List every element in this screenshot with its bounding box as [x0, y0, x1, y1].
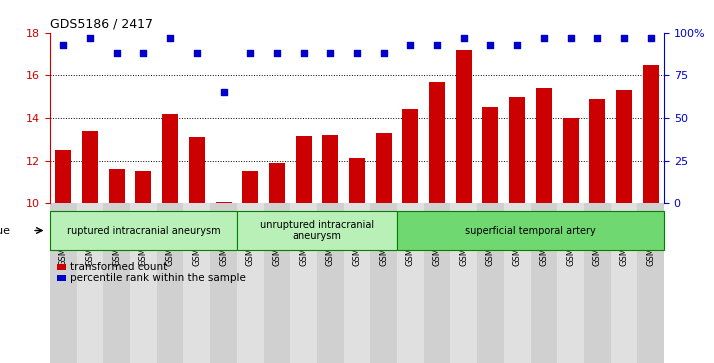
Point: [84, 35, 96, 41]
Bar: [423, 203, 451, 363]
Text: tissue: tissue: [0, 225, 11, 236]
Point: [325, 50, 336, 56]
Point: [565, 35, 576, 41]
Bar: [82, 131, 98, 203]
Bar: [563, 118, 578, 203]
Text: ruptured intracranial aneurysm: ruptured intracranial aneurysm: [66, 225, 220, 236]
Bar: [237, 203, 263, 363]
Bar: [296, 136, 311, 203]
Point: [618, 35, 630, 41]
Point: [645, 35, 656, 41]
Point: [458, 35, 470, 41]
Bar: [55, 150, 71, 203]
Bar: [403, 110, 418, 203]
Point: [538, 35, 550, 41]
Bar: [322, 135, 338, 203]
Bar: [483, 107, 498, 203]
Bar: [451, 203, 477, 363]
Point: [405, 42, 416, 48]
Bar: [557, 203, 584, 363]
Bar: [104, 203, 130, 363]
Point: [351, 50, 363, 56]
Text: superficial temporal artery: superficial temporal artery: [465, 225, 596, 236]
Bar: [376, 133, 392, 203]
Bar: [76, 203, 104, 363]
Bar: [504, 203, 531, 363]
Bar: [638, 203, 664, 363]
Bar: [610, 203, 638, 363]
Point: [244, 50, 256, 56]
Bar: [317, 203, 343, 363]
Bar: [477, 203, 504, 363]
Bar: [343, 203, 371, 363]
Point: [271, 50, 283, 56]
Point: [431, 42, 443, 48]
Text: transformed count: transformed count: [70, 262, 167, 272]
Bar: [616, 90, 632, 203]
Bar: [584, 203, 610, 363]
Bar: [269, 163, 285, 203]
Bar: [188, 137, 205, 203]
Bar: [643, 65, 659, 203]
Bar: [589, 99, 605, 203]
Point: [58, 42, 69, 48]
Text: unruptured intracranial
aneurysm: unruptured intracranial aneurysm: [260, 220, 374, 241]
Bar: [109, 169, 125, 203]
Bar: [397, 203, 423, 363]
Point: [111, 50, 122, 56]
Bar: [242, 171, 258, 203]
Bar: [50, 203, 76, 363]
Text: percentile rank within the sample: percentile rank within the sample: [70, 273, 246, 283]
Bar: [509, 97, 526, 203]
Bar: [291, 203, 317, 363]
Point: [592, 35, 603, 41]
Point: [378, 50, 389, 56]
Bar: [349, 159, 365, 203]
Point: [485, 42, 496, 48]
Point: [511, 42, 523, 48]
Bar: [536, 88, 552, 203]
Bar: [136, 171, 151, 203]
Point: [164, 35, 176, 41]
Bar: [371, 203, 397, 363]
Bar: [531, 203, 557, 363]
Point: [218, 90, 229, 95]
Point: [298, 50, 309, 56]
Bar: [456, 50, 472, 203]
Bar: [183, 203, 210, 363]
Bar: [429, 82, 445, 203]
Bar: [263, 203, 291, 363]
Bar: [216, 202, 231, 203]
Bar: [210, 203, 237, 363]
Point: [138, 50, 149, 56]
Bar: [162, 114, 178, 203]
Bar: [130, 203, 157, 363]
Bar: [157, 203, 183, 363]
Text: GDS5186 / 2417: GDS5186 / 2417: [50, 17, 153, 30]
Point: [191, 50, 203, 56]
